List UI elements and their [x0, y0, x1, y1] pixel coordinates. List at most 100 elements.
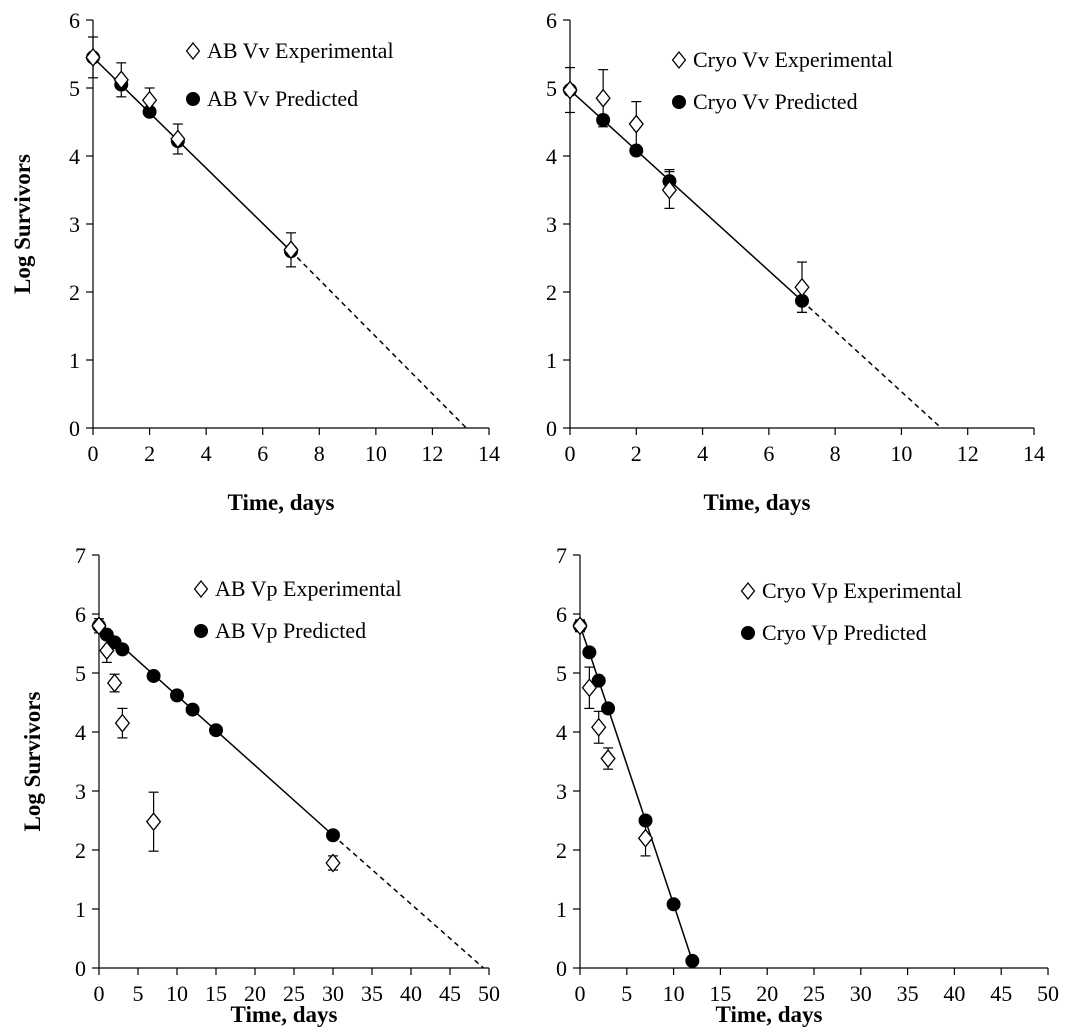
experimental-point — [628, 114, 644, 134]
y-tick-label: 2 — [546, 280, 557, 305]
legend-marker-experimental — [193, 579, 209, 599]
x-tick-label: 0 — [565, 441, 576, 466]
predicted-point — [170, 688, 184, 703]
fit-line-dashed — [290, 250, 467, 429]
legend-label: Cryo Vv Experimental — [693, 47, 893, 72]
legend-label: AB Vv Experimental — [207, 38, 394, 63]
x-tick-label: 5 — [621, 981, 632, 1006]
predicted-point — [185, 702, 200, 717]
legend-marker-predicted — [194, 624, 208, 638]
experimental-point — [141, 90, 158, 110]
x-tick-label: 35 — [361, 981, 383, 1006]
x-tick-label: 10 — [663, 981, 685, 1006]
predicted-point — [591, 673, 606, 688]
experimental-point — [145, 812, 162, 832]
experimental-point — [595, 88, 611, 108]
y-tick-label: 7 — [556, 543, 567, 568]
x-tick-label: 15 — [205, 981, 227, 1006]
y-tick-label: 4 — [69, 144, 80, 169]
experimental-point — [581, 678, 597, 698]
predicted-point — [582, 645, 597, 660]
y-tick-label: 5 — [556, 661, 567, 686]
x-tick-label: 6 — [763, 441, 774, 466]
fit-line-dashed — [332, 834, 485, 969]
legend-label: AB Vp Experimental — [215, 576, 402, 601]
experimental-point — [85, 47, 101, 67]
x-tick-label: 20 — [244, 981, 266, 1006]
y-tick-label: 1 — [546, 348, 557, 373]
y-tick-label: 5 — [546, 76, 557, 101]
x-tick-label: 2 — [631, 441, 642, 466]
x-tick-label: 45 — [990, 981, 1012, 1006]
y-tick-label: 7 — [75, 543, 86, 568]
y-tick-label: 0 — [69, 416, 80, 441]
predicted-point — [629, 143, 644, 158]
x-tick-label: 2 — [144, 441, 155, 466]
x-tick-label: 25 — [283, 981, 305, 1006]
x-tick-label: 0 — [94, 981, 105, 1006]
legend-marker-experimental — [671, 50, 687, 70]
x-tick-label: 12 — [421, 441, 443, 466]
legend-label: AB Vp Predicted — [215, 618, 366, 643]
x-tick-label: 35 — [897, 981, 919, 1006]
y-tick-label: 6 — [556, 602, 567, 627]
x-tick-label: 4 — [201, 441, 212, 466]
y-tick-label: 5 — [69, 76, 80, 101]
predicted-point — [601, 701, 616, 716]
x-tick-label: 30 — [322, 981, 344, 1006]
predicted-point — [326, 828, 340, 843]
legend-marker-predicted — [741, 626, 755, 640]
y-axis-title: Log Survivors — [10, 154, 35, 294]
y-tick-label: 0 — [556, 956, 567, 981]
legend-marker-predicted — [186, 92, 200, 106]
x-tick-label: 0 — [88, 441, 99, 466]
experimental-point — [661, 180, 678, 200]
x-tick-label: 14 — [1023, 441, 1045, 466]
predicted-point — [685, 953, 700, 968]
x-tick-label: 25 — [803, 981, 825, 1006]
y-tick-label: 2 — [69, 280, 80, 305]
x-tick-label: 12 — [957, 441, 979, 466]
y-tick-label: 5 — [75, 661, 86, 686]
x-tick-label: 50 — [478, 981, 500, 1006]
predicted-point — [596, 112, 611, 127]
x-tick-label: 14 — [478, 441, 500, 466]
predicted-point — [638, 813, 653, 828]
x-tick-label: 0 — [575, 981, 586, 1006]
experimental-point — [591, 717, 607, 737]
experimental-point — [572, 616, 588, 636]
y-tick-label: 4 — [546, 144, 557, 169]
x-tick-label: 8 — [830, 441, 841, 466]
y-tick-label: 2 — [556, 838, 567, 863]
y-tick-label: 2 — [75, 838, 86, 863]
y-tick-label: 4 — [556, 720, 567, 745]
y-tick-label: 3 — [69, 212, 80, 237]
legend-marker-experimental — [185, 41, 201, 61]
x-tick-label: 50 — [1037, 981, 1059, 1006]
experimental-point — [600, 749, 616, 769]
x-axis-title: Time, days — [716, 1002, 823, 1027]
legend-label: Cryo Vp Experimental — [762, 578, 962, 603]
experimental-point — [562, 80, 578, 100]
experimental-point — [325, 853, 341, 873]
y-tick-label: 3 — [75, 779, 86, 804]
x-axis-title: Time, days — [228, 490, 335, 515]
legend-label: AB Vv Predicted — [207, 86, 358, 111]
predicted-point — [115, 642, 130, 657]
legend-label: Cryo Vv Predicted — [693, 89, 858, 114]
y-tick-label: 6 — [546, 8, 557, 33]
y-tick-label: 1 — [75, 897, 86, 922]
x-tick-label: 6 — [257, 441, 268, 466]
fit-line-dashed — [801, 300, 942, 429]
fit-line-solid — [569, 89, 803, 302]
x-tick-label: 15 — [709, 981, 731, 1006]
experimental-point — [637, 828, 654, 848]
y-tick-label: 6 — [69, 8, 80, 33]
x-tick-label: 30 — [850, 981, 872, 1006]
y-tick-label: 1 — [69, 348, 80, 373]
x-axis-title: Time, days — [704, 490, 811, 515]
